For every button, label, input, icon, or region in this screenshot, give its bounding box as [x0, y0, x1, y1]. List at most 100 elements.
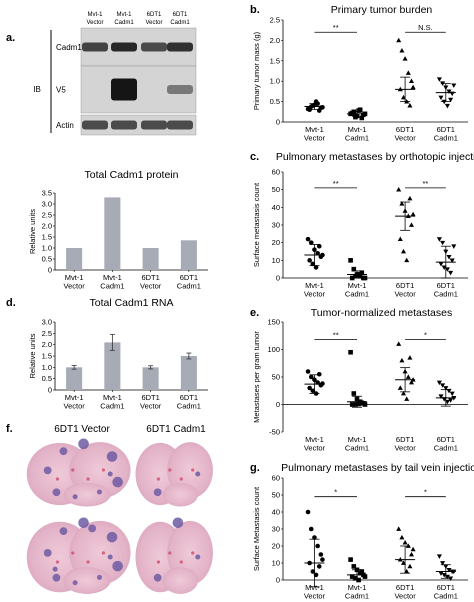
metastasis-nodule	[52, 573, 61, 582]
x-tick-label-g-1-line1: Mvt-1	[348, 583, 367, 592]
x-tick-label-b-0-line1: Mvt-1	[305, 125, 324, 134]
bar-a_protein-3	[180, 240, 197, 270]
y-tick-label: 1.0	[42, 244, 52, 253]
point-g-1-9	[362, 574, 368, 579]
lane-label-1-line2: Cadm1	[114, 20, 134, 26]
x-tick-label-b-3-line1: 6DT1	[437, 125, 455, 134]
sig-label-c-1: **	[423, 179, 429, 188]
metastasis-nodule	[172, 517, 184, 529]
y-tick-label: 40	[272, 508, 280, 517]
blot-strip-actin	[80, 114, 197, 136]
y-tick-label: 0.5	[270, 97, 280, 106]
y-tick-label: 0	[276, 576, 280, 585]
point-e-0-5	[307, 385, 312, 391]
point-c-1-9	[362, 275, 368, 281]
point-c-2-7	[404, 257, 410, 263]
point-g-2-1	[399, 534, 405, 540]
metastasis-nodule	[153, 573, 162, 582]
sig-label-c-0: **	[333, 179, 339, 188]
point-e-2-5	[397, 385, 403, 390]
sig-label-g-0: *	[334, 488, 337, 497]
metastasis-nodule	[96, 489, 102, 495]
chart-title-b: Primary tumor burden	[331, 4, 433, 16]
point-e-3-1	[440, 383, 446, 388]
point-g-1-6	[353, 576, 358, 581]
chart-title-d_rna: Total Cadm1 RNA	[89, 297, 173, 309]
x-tick-label-c-2-line2: Vector	[394, 290, 416, 299]
x-tick-label-e-2-line2: Vector	[394, 444, 416, 453]
vessel	[55, 560, 60, 564]
point-e-3-2	[443, 386, 449, 391]
y-tick-label: 150	[267, 318, 280, 327]
y-tick-label: 2.0	[42, 340, 52, 349]
point-c-3-0	[436, 237, 442, 242]
point-c-2-9	[410, 211, 416, 217]
point-b-2-2	[402, 56, 408, 61]
lane-label-3-line2: Cadm1	[170, 20, 190, 26]
point-c-0-6	[310, 261, 316, 267]
y-tick-label: 1.5	[42, 233, 52, 242]
y-tick-label: 100	[267, 345, 280, 354]
y-tick-label: 50	[272, 491, 280, 500]
point-e-2-7	[404, 396, 410, 401]
panel-g-letter: g.	[250, 462, 260, 474]
x-tick-label-c-3-line2: Cadm1	[434, 290, 458, 299]
histology-label-cadm1: 6DT1 Cadm1	[146, 424, 206, 435]
metastasis-nodule	[59, 447, 68, 456]
lung-lobe	[162, 482, 198, 507]
metastasis-nodule	[88, 524, 97, 533]
x-tick-label-e-3-line1: 6DT1	[437, 435, 455, 444]
point-b-3-5	[438, 95, 444, 101]
blot-label-cadm1: Cadm1	[56, 43, 82, 52]
y-tick-label: 60	[272, 168, 280, 177]
sig-label-e-0: **	[333, 331, 339, 340]
vessel	[71, 468, 75, 472]
metastasis-nodule	[107, 471, 113, 477]
point-e-2-0	[396, 341, 402, 346]
sig-label-e-1: *	[424, 331, 427, 340]
point-e-0-0	[305, 369, 311, 374]
metastasis-nodule	[72, 494, 78, 500]
vessel	[191, 468, 195, 472]
vessel	[101, 468, 106, 472]
point-c-3-1	[440, 240, 446, 246]
bar-d_rna-2	[142, 367, 159, 390]
point-b-3-9	[451, 83, 457, 88]
point-g-0-7	[313, 572, 319, 578]
lane-label-0-line2: Vector	[86, 20, 103, 26]
point-b-3-0	[436, 77, 442, 82]
point-e-3-4	[449, 391, 455, 397]
point-e-1-6	[353, 402, 358, 407]
x-tick-label-b-0-line2: Vector	[304, 134, 326, 143]
point-g-0-9	[320, 557, 325, 562]
x-tick-label-g-2-line1: 6DT1	[396, 583, 414, 592]
point-g-2-8	[407, 563, 413, 569]
lung-lobe	[63, 567, 111, 594]
blot-band-v5-1	[111, 78, 137, 101]
point-e-1-8	[359, 400, 365, 406]
point-c-0-5	[307, 258, 312, 263]
blot-band-cadm1-0	[82, 42, 108, 52]
point-e-1-7	[356, 401, 361, 407]
point-e-2-6	[400, 390, 407, 396]
vessel	[179, 477, 183, 481]
blot-band-cadm1-1	[111, 42, 137, 52]
y-tick-label: 1.0	[42, 363, 52, 372]
metastasis-nodule	[78, 438, 89, 450]
vessel	[156, 560, 160, 564]
point-c-2-4	[408, 222, 415, 227]
blot-band-cadm1-3	[167, 42, 193, 52]
point-c-3-3	[446, 254, 452, 260]
blot-band-v5-3	[167, 85, 193, 94]
lane-label-3-line1: 6DT1	[173, 12, 188, 18]
point-e-1-9	[362, 402, 368, 407]
sig-label-b-1: N.S.	[418, 23, 433, 32]
point-e-1-1	[351, 391, 357, 396]
point-b-2-8	[407, 103, 413, 108]
point-e-0-8	[316, 371, 322, 377]
y-axis-label-d_rna: Relative units	[28, 333, 37, 378]
x-tick-label-a_protein-1-line2: Cadm1	[100, 282, 124, 291]
x-tick-label-c-1-line2: Cadm1	[345, 290, 369, 299]
x-tick-label-b-3-line2: Cadm1	[434, 134, 458, 143]
